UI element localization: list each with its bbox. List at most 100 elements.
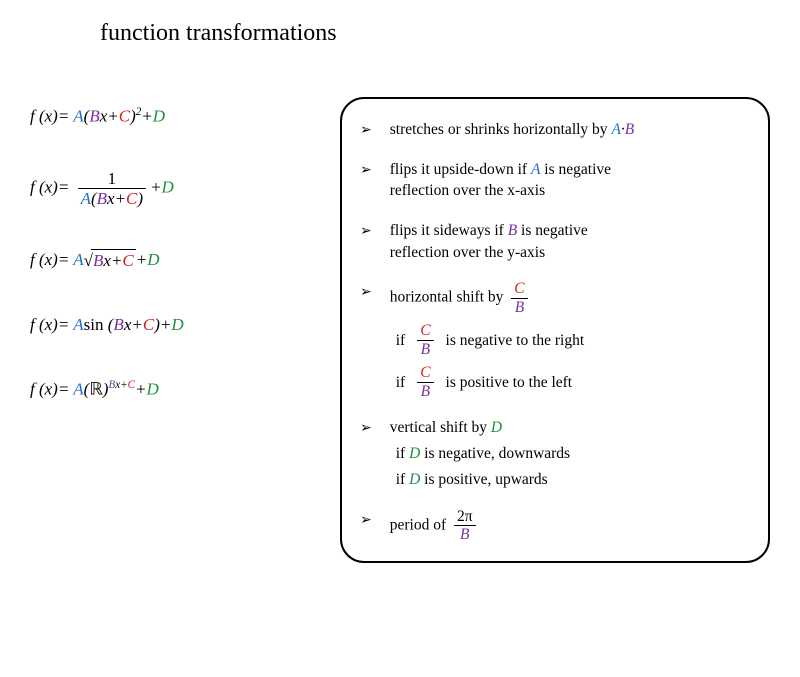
text: horizontal shift by <box>390 289 508 306</box>
var-D: D <box>153 107 165 126</box>
var-C: C <box>122 251 133 270</box>
var-A: A <box>611 121 620 138</box>
bullet-period: ➢ period of 2π B <box>360 509 750 543</box>
var-B: B <box>97 189 107 208</box>
bullet-hshift: ➢ horizontal shift by C B if C B is nega… <box>360 281 750 399</box>
var-A: A <box>73 380 83 399</box>
fraction: 1 A(Bx+C) <box>78 170 147 207</box>
rules-box: ➢ stretches or shrinks horizontally by A… <box>340 97 770 563</box>
fraction-num: 1 <box>78 170 147 188</box>
equation-reciprocal: f (x)= 1 A(Bx+C) +D <box>30 170 310 207</box>
var-C: C <box>119 107 130 126</box>
var-A: A <box>73 315 83 334</box>
var-B: B <box>93 251 103 270</box>
fraction-den: B <box>511 298 527 316</box>
var-x: x <box>107 189 115 208</box>
plus: + <box>115 189 126 208</box>
lhs: f (x)= <box>30 380 69 399</box>
page-title: function transformations <box>100 20 770 47</box>
var-A: A <box>531 161 540 178</box>
fraction-den: B <box>454 525 476 543</box>
content-columns: f (x)= A(Bx+C)2+D f (x)= 1 A(Bx+C) +D f … <box>30 97 770 563</box>
text: reflection over the y-axis <box>390 244 545 261</box>
var-C: C <box>143 315 154 334</box>
if-word: if <box>396 372 405 394</box>
var-A: A <box>81 189 91 208</box>
fraction-num: C <box>417 365 433 382</box>
text: reflection over the x-axis <box>390 182 545 199</box>
text: flips it upside-down if <box>390 161 531 178</box>
bullet-text: stretches or shrinks horizontally by A·B <box>390 119 750 141</box>
bullet-stretch: ➢ stretches or shrinks horizontally by A… <box>360 119 750 141</box>
chevron-right-icon: ➢ <box>360 161 372 181</box>
plus: + <box>120 379 127 391</box>
equation-quadratic: f (x)= A(Bx+C)2+D <box>30 105 310 128</box>
lhs: f (x)= <box>30 107 69 126</box>
text: if <box>396 445 409 462</box>
var-C: C <box>128 379 135 391</box>
fn-sin: sin <box>84 315 104 334</box>
equation-sin: f (x)= Asin (Bx+C)+D <box>30 314 310 336</box>
sqrt-body: Bx+C <box>91 249 136 272</box>
exponent: Bx+C <box>108 379 135 391</box>
var-D: D <box>147 250 159 269</box>
text: flips it sideways if <box>390 222 508 239</box>
real-R: ℝ <box>89 380 102 399</box>
fraction-den: B <box>417 382 433 400</box>
if-word: if <box>396 330 405 352</box>
plus-d: + <box>150 177 161 196</box>
var-B: B <box>625 121 634 138</box>
var-D: D <box>162 177 174 196</box>
rparen: ) <box>137 189 143 208</box>
text: is negative <box>517 222 588 239</box>
equations-column: f (x)= A(Bx+C)2+D f (x)= 1 A(Bx+C) +D f … <box>30 97 310 401</box>
fraction-2pi-over-b: 2π B <box>454 509 476 543</box>
fraction-den: A(Bx+C) <box>78 188 147 207</box>
chevron-right-icon: ➢ <box>360 511 372 531</box>
var-C: C <box>126 189 137 208</box>
text: is negative <box>540 161 611 178</box>
bullet-text: vertical shift by D if D is negative, do… <box>390 417 750 490</box>
bullet-vshift: ➢ vertical shift by D if D is negative, … <box>360 417 750 490</box>
if-pos: if C B is positive to the left <box>396 365 750 399</box>
if-neg: if C B is negative to the right <box>396 323 750 357</box>
var-B: B <box>508 222 517 239</box>
fraction-den: B <box>417 340 433 358</box>
equation-exponential: f (x)= A(ℝ)Bx+C+D <box>30 378 310 401</box>
chevron-right-icon: ➢ <box>360 283 372 303</box>
var-D: D <box>409 445 420 462</box>
fraction-num: C <box>511 281 527 298</box>
plus-d: + <box>160 315 171 334</box>
plus: + <box>131 315 142 334</box>
var-D: D <box>409 471 420 488</box>
plus-d: + <box>136 250 147 269</box>
fraction-num: 2π <box>454 509 476 526</box>
lhs: f (x)= <box>30 250 69 269</box>
text: period of <box>390 516 450 533</box>
var-B: B <box>89 107 99 126</box>
plus: + <box>111 251 122 270</box>
text: vertical shift by <box>390 419 491 436</box>
bullet-flip-b: ➢ flips it sideways if B is negative ref… <box>360 220 750 263</box>
var-D: D <box>146 380 158 399</box>
var-x: x <box>103 251 111 270</box>
lhs: f (x)= <box>30 177 69 196</box>
bullet-text: flips it upside-down if A is negative re… <box>390 159 750 202</box>
var-B: B <box>113 315 123 334</box>
fraction-c-over-b: C B <box>417 365 433 399</box>
bullet-text: period of 2π B <box>390 509 750 543</box>
chevron-right-icon: ➢ <box>360 222 372 242</box>
if-pos: if D is positive, upwards <box>396 469 750 491</box>
text: is negative, downwards <box>420 445 570 462</box>
fraction-c-over-b: C B <box>511 281 527 315</box>
lhs: f (x)= <box>30 315 69 334</box>
sqrt: √Bx+C <box>84 249 136 272</box>
bullet-flip-a: ➢ flips it upside-down if A is negative … <box>360 159 750 202</box>
fraction-c-over-b: C B <box>417 323 433 357</box>
var-A: A <box>73 250 83 269</box>
text: is negative to the right <box>446 330 585 352</box>
fraction-num: C <box>417 323 433 340</box>
text: is positive, upwards <box>420 471 547 488</box>
text: stretches or shrinks horizontally by <box>390 121 612 138</box>
text: is positive to the left <box>446 372 573 394</box>
